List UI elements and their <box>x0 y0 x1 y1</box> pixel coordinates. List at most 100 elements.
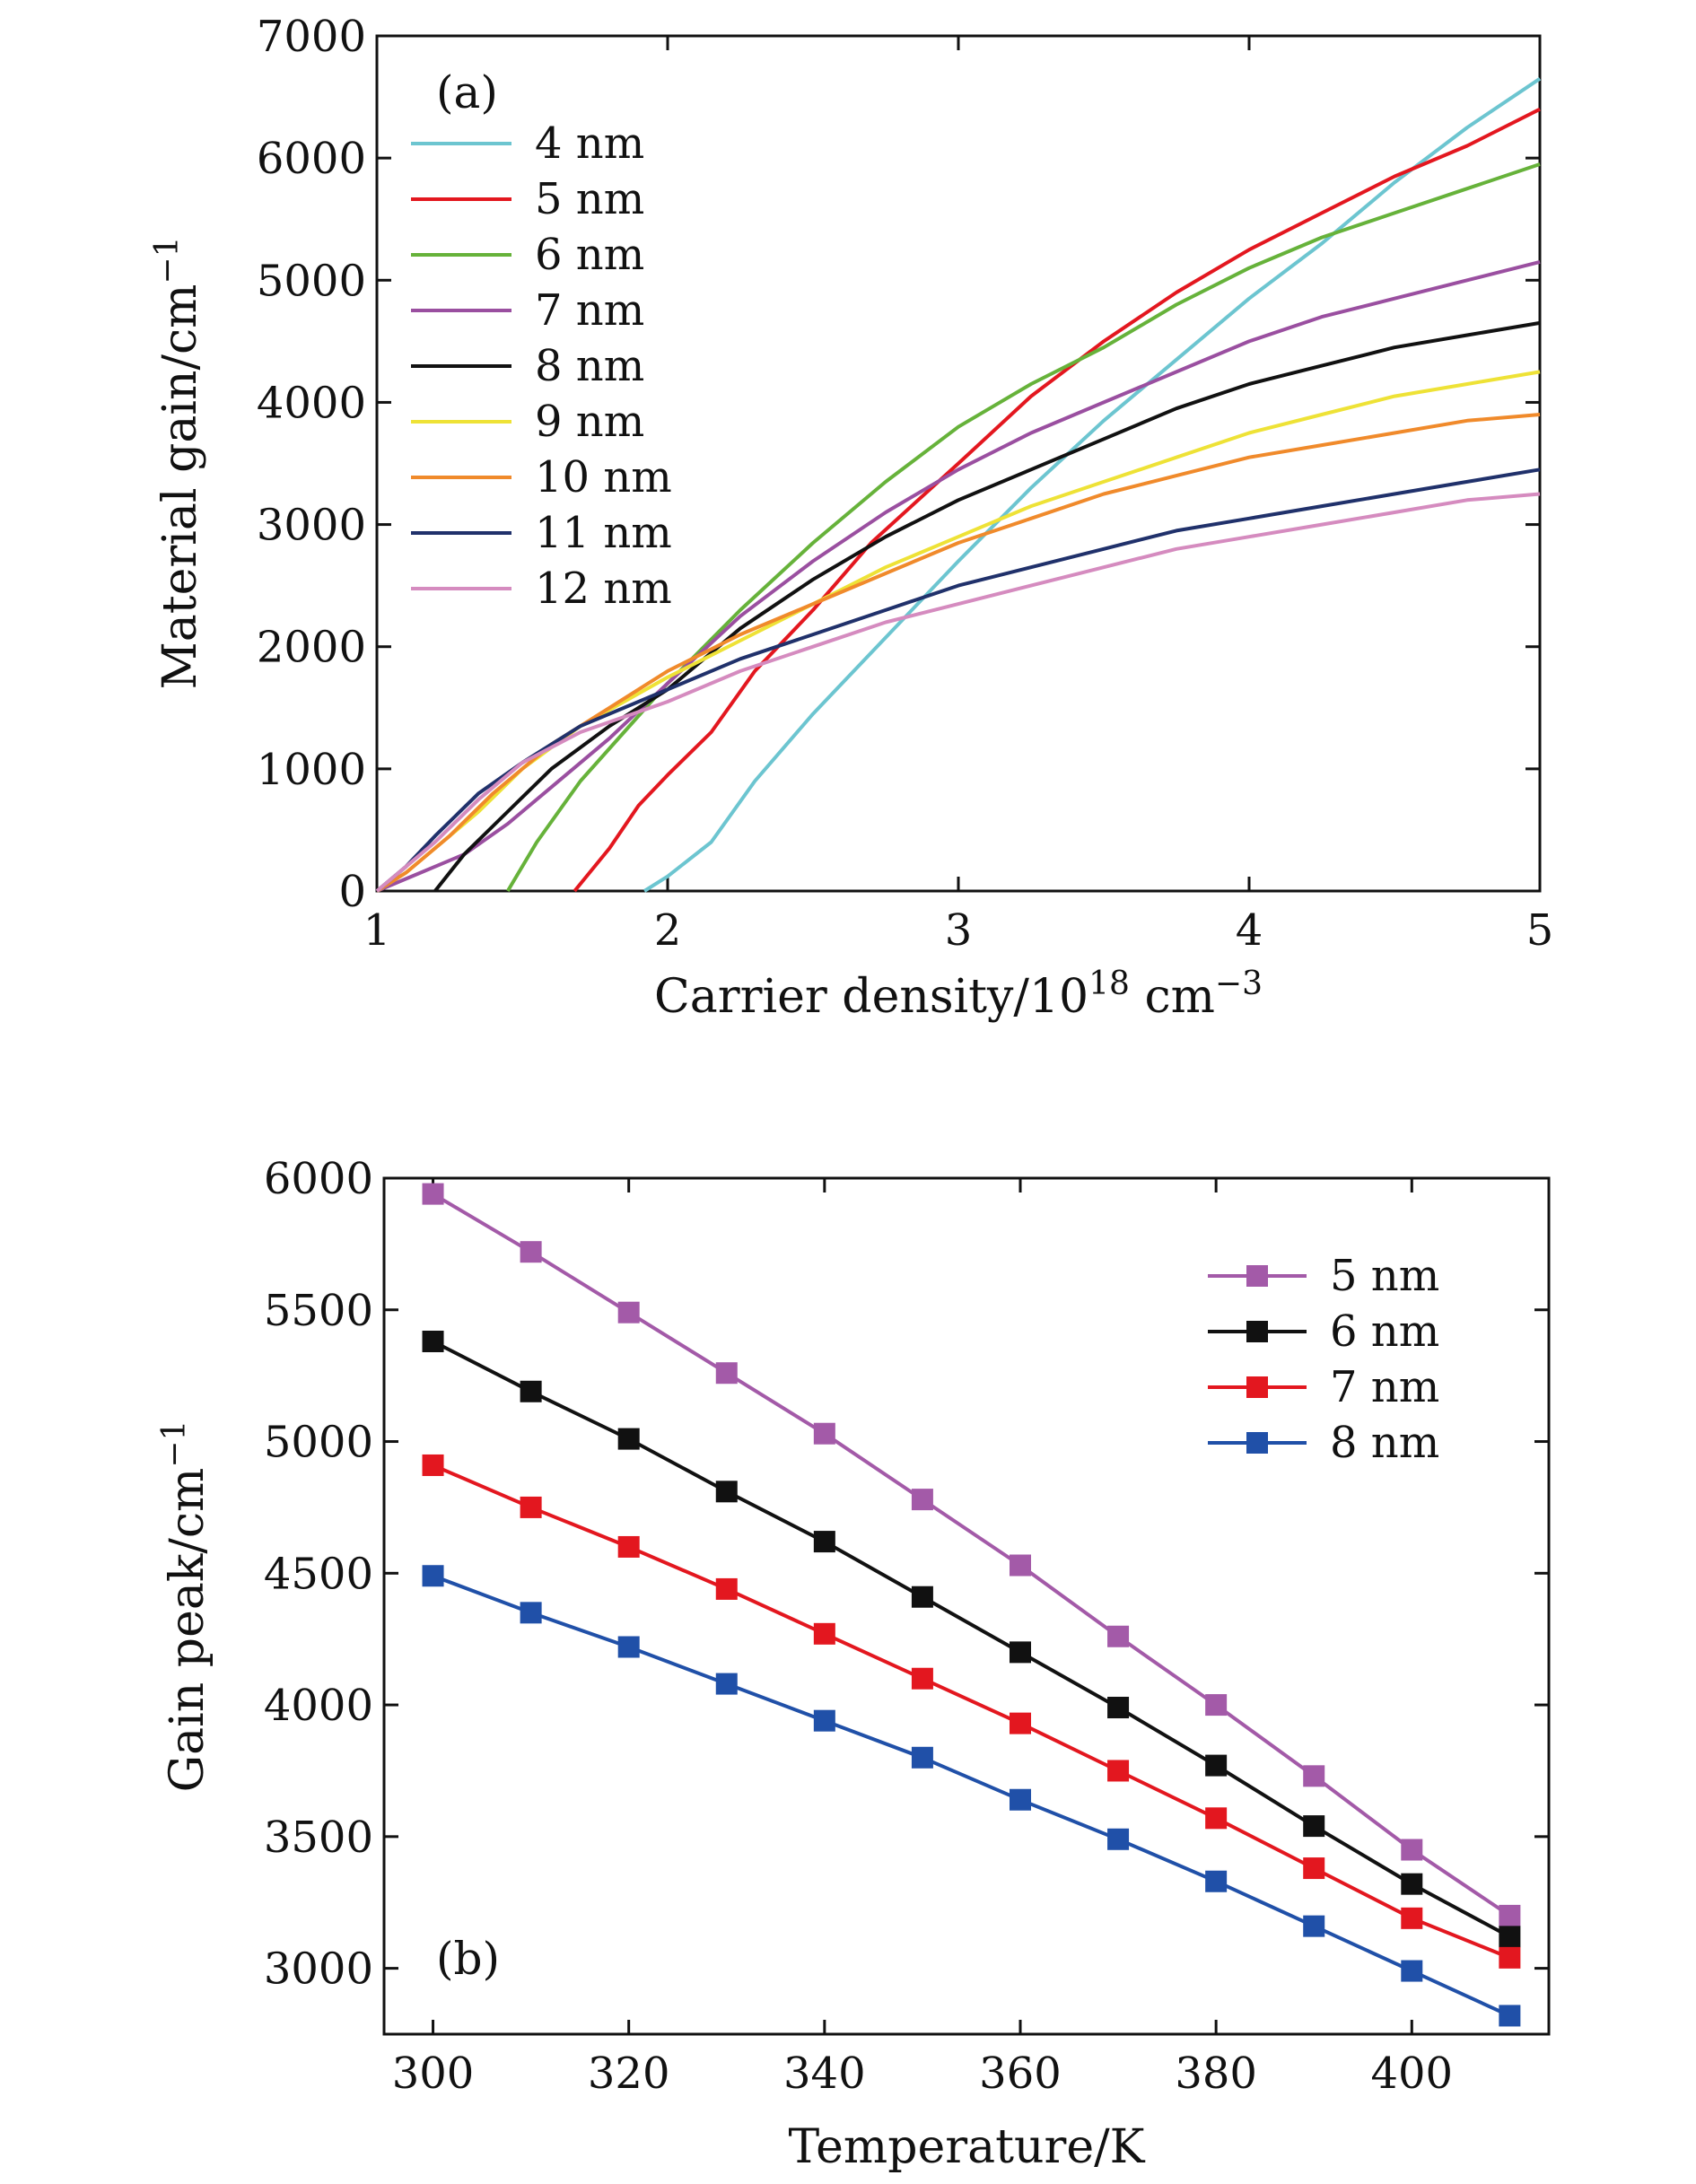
chart-b-point-8-nm-320 <box>617 1636 640 1658</box>
chart-a-legend-label-9-nm: 9 nm <box>535 397 644 447</box>
chart-a-xtick-label-4: 4 <box>1236 905 1263 956</box>
chart-a-ytick-label-0: 0 <box>338 867 366 917</box>
chart-b-ylabel-sup: −1 <box>156 1420 193 1468</box>
chart-b-point-5-nm-330 <box>715 1362 738 1385</box>
chart-b-point-6-nm-350 <box>911 1586 933 1608</box>
chart-b-point-6-nm-370 <box>1107 1697 1130 1719</box>
chart-b-point-8-nm-300 <box>422 1565 444 1587</box>
chart-b-point-6-nm-400 <box>1401 1873 1423 1895</box>
chart-a-legend-label-6-nm: 6 nm <box>535 230 644 280</box>
chart-a-series-line-12-nm <box>375 492 1541 893</box>
chart-a-ytick-label-3000: 3000 <box>257 501 366 551</box>
chart-b: 300 320 340 360 380 400 3000 3500 4000 4500 5000 55… <box>156 1154 1551 2174</box>
chart-a-series-line-8-nm <box>433 320 1541 893</box>
chart-b-legend: 5 nm6 nm7 nm 8 nm <box>1208 1251 1439 1468</box>
chart-b-point-8-nm-400 <box>1401 1960 1423 1982</box>
chart-a-ytick-label-6000: 6000 <box>257 134 366 184</box>
chart-b-xtick-label-300: 300 <box>392 2049 475 2099</box>
chart-b-series-line-7-nm <box>432 1463 1511 1960</box>
chart-b-legend-label-7-nm: 7 nm <box>1330 1362 1439 1412</box>
chart-b-point-8-nm-340 <box>813 1709 835 1732</box>
chart-b-ytick-label-6000: 6000 <box>264 1154 373 1204</box>
chart-b-point-5-nm-350 <box>911 1489 933 1511</box>
chart-b-point-5-nm-340 <box>813 1422 835 1445</box>
chart-a-ylabel-sup: −1 <box>149 236 186 284</box>
chart-a-xlabel-sup: 18 <box>1088 965 1130 1002</box>
chart-b-point-8-nm-370 <box>1107 1828 1130 1850</box>
chart-b-point-6-nm-310 <box>520 1380 542 1402</box>
chart-a-series-line-5-nm <box>573 107 1541 893</box>
chart-a-series <box>375 77 1542 893</box>
chart-b-point-5-nm-380 <box>1205 1694 1228 1717</box>
chart-a-xlabel-unit-sup: −3 <box>1215 965 1263 1002</box>
chart-b-point-5-nm-310 <box>520 1241 542 1263</box>
chart-b-point-8-nm-390 <box>1303 1915 1325 1937</box>
chart-b-point-8-nm-310 <box>520 1602 542 1624</box>
chart-b-ytick-label-4500: 4500 <box>264 1549 373 1599</box>
chart-b-point-6-nm-410 <box>1499 1926 1521 1948</box>
chart-b-legend-label-5-nm: 5 nm <box>1330 1251 1439 1301</box>
chart-b-ylabel: Gain peak/cm−1 <box>156 1420 214 1793</box>
chart-b-point-7-nm-410 <box>1499 1946 1521 1969</box>
chart-b-legend-label-8-nm: 8 nm <box>1330 1418 1439 1468</box>
chart-b-legend-label-6-nm: 6 nm <box>1330 1306 1439 1357</box>
chart-a-series-line-10-nm <box>375 413 1541 893</box>
chart-a-xtick-label-5: 5 <box>1526 905 1554 956</box>
chart-b-point-7-nm-360 <box>1009 1712 1031 1734</box>
chart-b-series-line-6-nm <box>432 1340 1511 1939</box>
chart-b-ticks: 300 320 340 360 380 400 3000 3500 4000 4500 5000 55… <box>264 1154 1549 2099</box>
chart-a-xtick-label-3: 3 <box>945 905 973 956</box>
chart-a-series-line-7-nm <box>376 259 1541 893</box>
chart-a-ytick-label-7000: 7000 <box>257 12 366 62</box>
chart-a-legend-label-10-nm: 10 nm <box>535 452 672 502</box>
chart-b-ytick-label-5500: 5500 <box>264 1286 373 1336</box>
chart-b-point-6-nm-300 <box>422 1330 444 1352</box>
chart-a-ytick-label-1000: 1000 <box>257 745 366 795</box>
chart-b-point-8-nm-330 <box>715 1673 738 1695</box>
chart-b-ytick-label-4000: 4000 <box>264 1681 373 1731</box>
chart-b-xtick-label-340: 340 <box>783 2049 866 2099</box>
chart-b-point-7-nm-400 <box>1401 1907 1423 1929</box>
chart-a-series-line-6-nm <box>506 162 1541 893</box>
chart-b-point-5-nm-360 <box>1009 1554 1031 1577</box>
chart-a-xtick-label-1: 1 <box>363 905 391 956</box>
chart-a-xlabel-unit: cm <box>1130 970 1215 1024</box>
chart-b-xtick-label-400: 400 <box>1370 2049 1453 2099</box>
chart-b-point-8-nm-380 <box>1205 1870 1228 1892</box>
chart-a-legend-label-12-nm: 12 nm <box>535 563 672 614</box>
chart-b-point-7-nm-340 <box>813 1622 835 1645</box>
chart-b-point-5-nm-390 <box>1303 1765 1325 1787</box>
chart-b-point-8-nm-410 <box>1499 2005 1521 2027</box>
chart-b-xtick-label-380: 380 <box>1175 2049 1257 2099</box>
chart-b-point-5-nm-400 <box>1401 1839 1423 1861</box>
chart-a-ytick-label-2000: 2000 <box>257 623 366 673</box>
chart-b-point-7-nm-300 <box>422 1454 444 1476</box>
chart-b-xtick-label-360: 360 <box>979 2049 1062 2099</box>
chart-a-ticks: 1 2 3 4 5 0 1000 2000 3000 4000 5000 6000 7000 <box>257 12 1553 956</box>
chart-b-xtick-label-320: 320 <box>588 2049 670 2099</box>
chart-b-legend-marker-5-nm <box>1246 1265 1268 1287</box>
chart-b-point-6-nm-390 <box>1303 1815 1325 1838</box>
chart-a-legend-label-7-nm: 7 nm <box>535 285 644 336</box>
chart-b-ytick-label-5000: 5000 <box>264 1418 373 1468</box>
chart-b-point-7-nm-320 <box>617 1535 640 1558</box>
chart-b-legend-marker-8-nm <box>1246 1432 1268 1454</box>
chart-a-legend-label-8-nm: 8 nm <box>535 341 644 391</box>
chart-b-panel-label: (b) <box>436 1933 500 1985</box>
chart-a-ytick-label-5000: 5000 <box>257 256 366 306</box>
chart-b-point-7-nm-380 <box>1205 1807 1228 1830</box>
chart-b-point-5-nm-320 <box>617 1301 640 1324</box>
chart-b-point-5-nm-410 <box>1499 1904 1521 1926</box>
chart-b-point-8-nm-350 <box>911 1746 933 1769</box>
chart-b-point-5-nm-300 <box>422 1183 444 1205</box>
chart-a-xtick-label-2: 2 <box>654 905 682 956</box>
chart-b-point-8-nm-360 <box>1009 1788 1031 1811</box>
chart-b-ytick-label-3500: 3500 <box>264 1813 373 1863</box>
chart-b-point-6-nm-340 <box>813 1531 835 1553</box>
chart-a-series-line-4-nm <box>643 77 1542 893</box>
chart-b-point-7-nm-390 <box>1303 1857 1325 1880</box>
chart-b-plot-frame <box>382 1176 1551 2036</box>
chart-b-legend-marker-6-nm <box>1246 1321 1268 1342</box>
